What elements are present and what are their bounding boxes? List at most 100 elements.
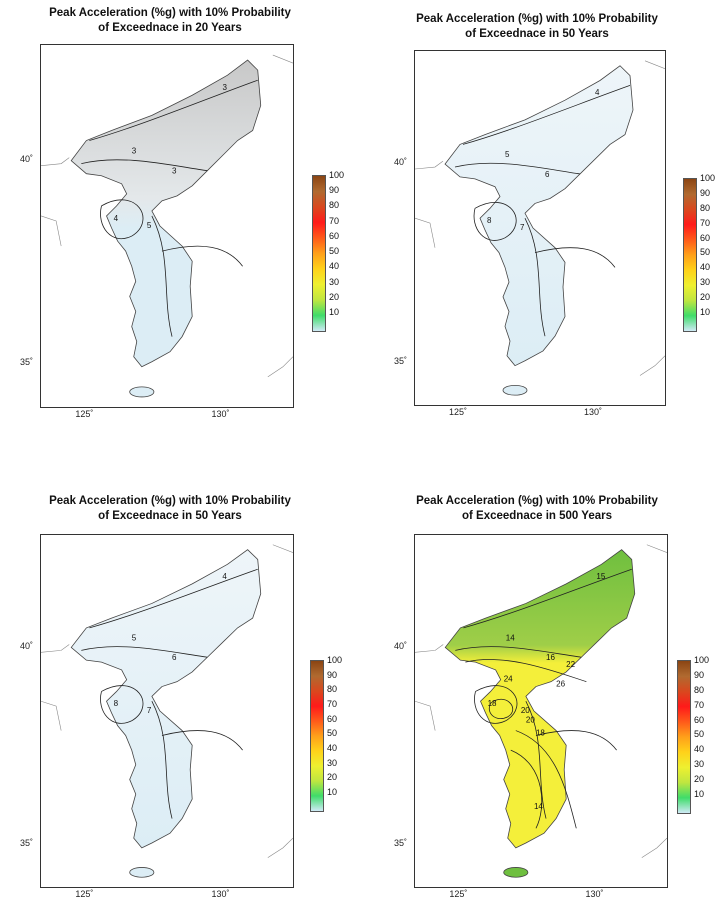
contour-line <box>455 646 582 658</box>
contour-line <box>524 217 546 337</box>
contour-label: 20 <box>526 716 536 725</box>
color-scale-label: 70 <box>327 699 338 709</box>
color-scale-label: 50 <box>694 729 705 740</box>
latitude-label: 40˚ <box>20 640 34 651</box>
color-scale-label: 60 <box>700 232 711 243</box>
color-scale-label: 80 <box>329 200 340 211</box>
contour-label: 3 <box>132 147 137 156</box>
contour-line <box>161 245 243 267</box>
color-scale-label: 80 <box>700 202 711 213</box>
color-scale-label: 60 <box>694 714 705 725</box>
contour-line <box>462 85 631 145</box>
contour-line <box>151 701 173 819</box>
color-scale-label: 70 <box>694 699 705 710</box>
contour-label: 18 <box>536 729 546 738</box>
latitude-label: 35˚ <box>394 355 408 366</box>
panel-title: Peak Acceleration (%g) with 10% Probabil… <box>416 495 658 522</box>
color-scale-label: 20 <box>329 291 340 302</box>
color-scale-bar <box>677 660 691 814</box>
latitude-label: 40˚ <box>394 640 408 651</box>
contour-label: 18 <box>488 699 498 708</box>
color-scale-label: 10 <box>329 307 340 317</box>
contour-line <box>510 749 543 829</box>
contour-line <box>534 247 616 268</box>
color-scale-label: 70 <box>329 215 340 226</box>
contour-line <box>473 202 517 241</box>
longitude-label: 125˚ <box>449 407 468 417</box>
contour-line <box>463 568 632 629</box>
color-scale-label: 60 <box>329 230 340 241</box>
color-scale-label: 90 <box>327 669 338 680</box>
color-scale-label: 60 <box>327 713 338 724</box>
peninsula-landmass <box>444 549 636 849</box>
color-scale-label: 20 <box>694 774 705 785</box>
contour-label: 24 <box>504 675 514 684</box>
contour-label: 7 <box>147 706 152 715</box>
color-scale-label: 10 <box>327 787 338 797</box>
contour-label: 4 <box>595 88 600 97</box>
color-scale-label: 80 <box>694 684 705 695</box>
panel-title: Peak Acceleration (%g) with 10% Probabil… <box>49 7 291 34</box>
contour-label: 3 <box>172 167 177 176</box>
color-scale-label: 100 <box>700 173 716 183</box>
color-scale-label: 20 <box>700 292 711 303</box>
color-scale-label: 40 <box>694 744 705 755</box>
color-scale-label: 50 <box>329 246 340 257</box>
contour-label: 7 <box>520 223 524 232</box>
contour-label: 14 <box>506 634 516 643</box>
contour-label: 5 <box>505 150 510 159</box>
longitude-label: 125˚ <box>75 409 94 419</box>
color-scale-bar <box>310 660 324 812</box>
contour-label: 20 <box>521 706 531 715</box>
map-panel-1: Peak Acceleration (%g) with 10% Probabil… <box>0 0 360 420</box>
map-frame: 4 5 6 8 7 <box>40 534 294 888</box>
color-scale-label: 80 <box>327 684 338 695</box>
jeju-island <box>502 384 528 396</box>
peninsula-landmass <box>70 549 262 849</box>
latitude-label: 40˚ <box>20 153 34 164</box>
color-scale-label: 70 <box>700 217 711 228</box>
map-frame: 4 5 6 8 7 <box>414 50 666 406</box>
color-scale-label: 40 <box>327 743 338 753</box>
color-scale-label: 30 <box>329 276 340 287</box>
peninsula-map: 4 5 6 8 7 <box>415 60 665 396</box>
contour-line <box>81 159 208 172</box>
contour-line <box>465 659 587 683</box>
contour-label: 26 <box>556 680 566 689</box>
contour-label: 15 <box>596 572 606 581</box>
jeju-island <box>129 386 155 398</box>
contour-line <box>488 698 514 719</box>
color-scale-label: 30 <box>694 759 705 770</box>
contour-label: 16 <box>546 653 556 662</box>
color-scale-label: 20 <box>327 772 338 783</box>
color-scale-label: 90 <box>329 185 340 196</box>
contour-line <box>161 730 243 751</box>
longitude-label: 125˚ <box>75 889 94 899</box>
contour-label: 4 <box>222 572 227 581</box>
color-scale-label: 100 <box>329 170 345 180</box>
color-scale-bar <box>683 178 697 332</box>
color-scale-label: 90 <box>694 669 705 680</box>
latitude-label: 35˚ <box>20 356 34 367</box>
longitude-label: 130˚ <box>211 409 230 419</box>
map-panel-3: Peak Acceleration (%g) with 10% Probabil… <box>0 470 360 900</box>
contour-line <box>525 701 547 819</box>
contour-label: 6 <box>545 170 550 179</box>
contour-line <box>100 685 144 724</box>
contour-line <box>151 215 173 337</box>
contour-line <box>454 162 581 175</box>
peninsula-map: 3 3 3 4 5 <box>41 54 293 398</box>
panel-title: Peak Acceleration (%g) with 10% Probabil… <box>49 495 291 522</box>
contour-label: 5 <box>132 634 137 643</box>
latitude-label: 35˚ <box>20 837 34 848</box>
contour-label: 22 <box>566 660 576 669</box>
longitude-label: 130˚ <box>585 889 604 899</box>
color-scale-label: 100 <box>327 655 343 665</box>
color-scale-label: 50 <box>700 247 711 258</box>
contour-label: 3 <box>222 83 227 92</box>
color-scale-label: 30 <box>700 277 711 288</box>
contour-label: 5 <box>147 221 152 230</box>
longitude-label: 130˚ <box>211 889 230 899</box>
contour-label: 14 <box>534 802 544 811</box>
